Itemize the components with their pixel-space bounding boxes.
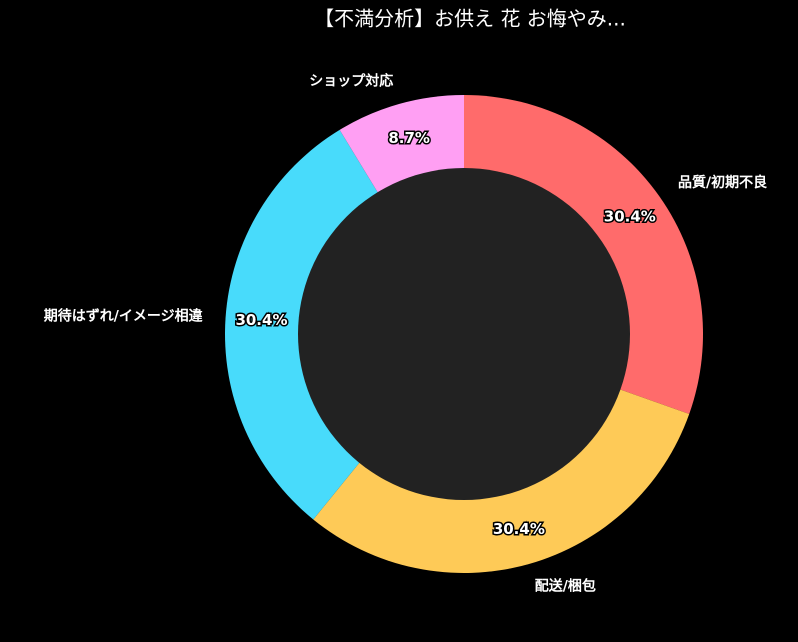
category-label: ショップ対応 [309,73,393,90]
data-label: 30.4% [235,311,287,329]
data-label: 30.4% [604,207,656,225]
category-label: 品質/初期不良 [678,174,767,191]
category-label: 配送/梱包 [535,577,596,594]
donut-hole [298,168,630,500]
data-label: 8.7% [388,129,430,147]
chart-title: 【不満分析】お供え 花 お悔やみ... [314,7,626,31]
category-label: 期待はずれ/イメージ相違 [44,307,203,324]
data-label: 30.4% [493,520,545,538]
